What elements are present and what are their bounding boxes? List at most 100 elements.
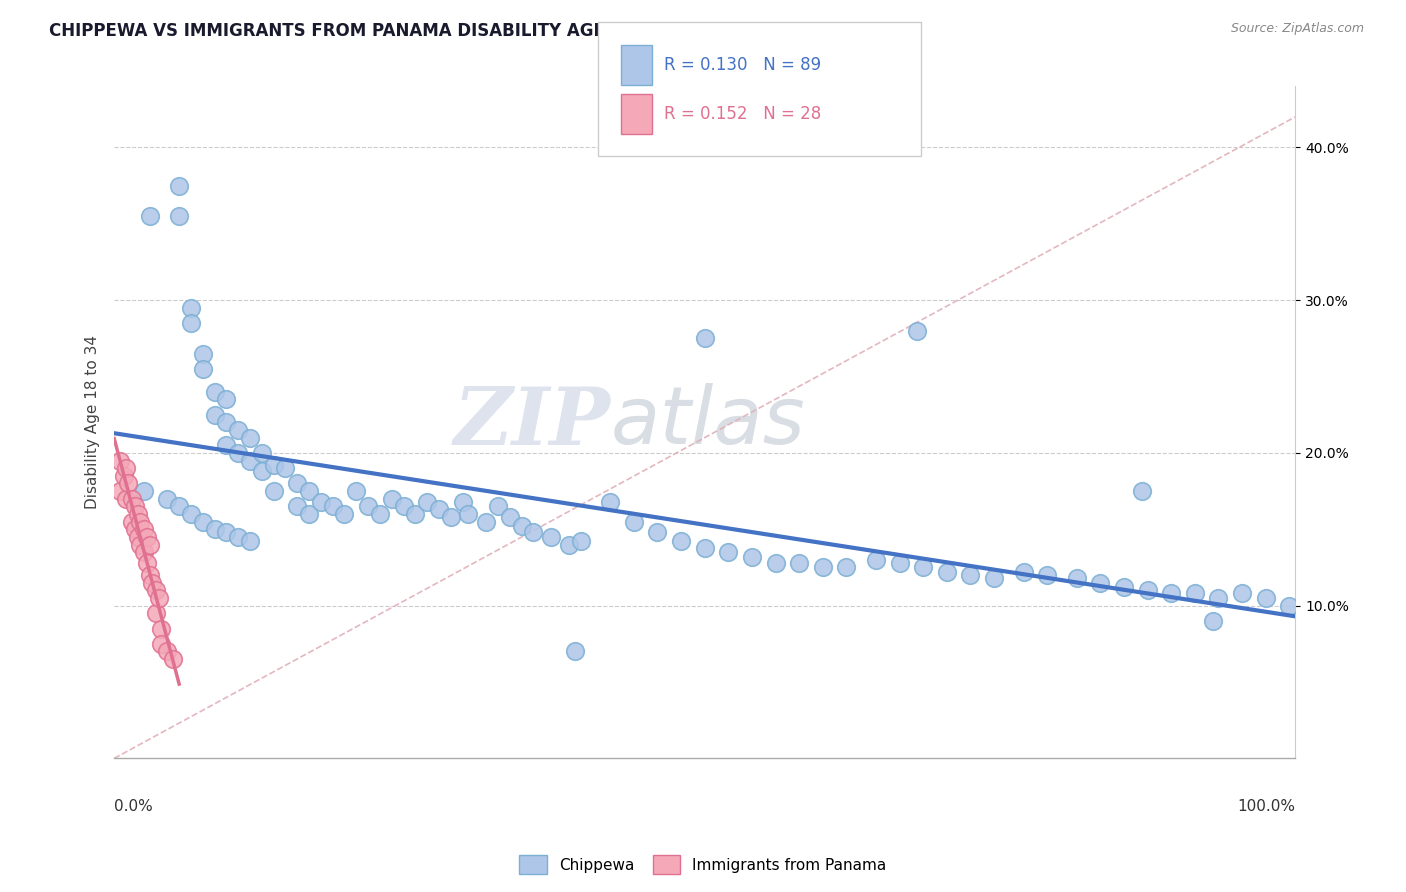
Point bbox=[250, 446, 273, 460]
Point bbox=[1130, 484, 1153, 499]
Text: atlas: atlas bbox=[610, 384, 806, 461]
Point bbox=[693, 541, 716, 555]
Point bbox=[115, 461, 138, 475]
Point bbox=[180, 507, 202, 521]
Point bbox=[1278, 599, 1301, 613]
Point bbox=[540, 530, 562, 544]
Point bbox=[162, 652, 184, 666]
Point bbox=[136, 530, 159, 544]
Point bbox=[145, 607, 167, 621]
Point bbox=[121, 491, 143, 506]
Point bbox=[156, 644, 179, 658]
Point bbox=[717, 545, 740, 559]
Point bbox=[117, 476, 139, 491]
Point bbox=[239, 431, 262, 445]
Point bbox=[935, 565, 957, 579]
Point bbox=[333, 507, 356, 521]
Point bbox=[357, 500, 380, 514]
Point bbox=[250, 464, 273, 478]
Point bbox=[204, 408, 226, 422]
Point bbox=[285, 500, 308, 514]
Point bbox=[811, 560, 834, 574]
Point bbox=[416, 495, 439, 509]
Point bbox=[191, 515, 214, 529]
Point bbox=[215, 438, 238, 452]
Point bbox=[108, 484, 131, 499]
Text: ZIP: ZIP bbox=[453, 384, 610, 461]
Point bbox=[141, 575, 163, 590]
Point bbox=[693, 331, 716, 345]
Point bbox=[564, 644, 586, 658]
Text: R = 0.152   N = 28: R = 0.152 N = 28 bbox=[664, 105, 821, 123]
Point bbox=[309, 495, 332, 509]
Point bbox=[138, 568, 160, 582]
Point bbox=[285, 476, 308, 491]
Point bbox=[787, 556, 810, 570]
Point bbox=[865, 553, 887, 567]
Point bbox=[274, 461, 297, 475]
Point bbox=[112, 468, 135, 483]
Point bbox=[381, 491, 404, 506]
Point bbox=[1036, 568, 1059, 582]
Point bbox=[191, 346, 214, 360]
Point bbox=[124, 500, 146, 514]
Point bbox=[647, 525, 669, 540]
Point bbox=[1012, 565, 1035, 579]
Point bbox=[440, 510, 463, 524]
Point bbox=[127, 507, 149, 521]
Point bbox=[180, 316, 202, 330]
Point bbox=[959, 568, 981, 582]
Point bbox=[522, 525, 544, 540]
Point bbox=[226, 446, 249, 460]
Text: CHIPPEWA VS IMMIGRANTS FROM PANAMA DISABILITY AGE 18 TO 34 CORRELATION CHART: CHIPPEWA VS IMMIGRANTS FROM PANAMA DISAB… bbox=[49, 22, 900, 40]
Point bbox=[1230, 586, 1253, 600]
Point bbox=[669, 534, 692, 549]
Point bbox=[215, 415, 238, 429]
Point bbox=[1066, 571, 1088, 585]
Point bbox=[741, 549, 763, 564]
Point bbox=[138, 209, 160, 223]
Point bbox=[129, 515, 152, 529]
Point bbox=[138, 537, 160, 551]
Point bbox=[499, 510, 522, 524]
Point bbox=[167, 178, 190, 193]
Text: 100.0%: 100.0% bbox=[1237, 798, 1295, 814]
Point bbox=[226, 530, 249, 544]
Point bbox=[215, 525, 238, 540]
Point bbox=[765, 556, 787, 570]
Point bbox=[486, 500, 509, 514]
Point bbox=[156, 491, 179, 506]
Point bbox=[239, 534, 262, 549]
Point bbox=[204, 522, 226, 536]
Point bbox=[167, 500, 190, 514]
Text: 0.0%: 0.0% bbox=[114, 798, 153, 814]
Point bbox=[569, 534, 592, 549]
Point bbox=[1112, 580, 1135, 594]
Point bbox=[132, 484, 155, 499]
Point bbox=[263, 458, 285, 472]
Point bbox=[1136, 583, 1159, 598]
Point bbox=[191, 362, 214, 376]
Point bbox=[226, 423, 249, 437]
Point bbox=[108, 453, 131, 467]
Point bbox=[404, 507, 426, 521]
Point bbox=[623, 515, 645, 529]
Point bbox=[1184, 586, 1206, 600]
Point bbox=[912, 560, 935, 574]
Point bbox=[180, 301, 202, 315]
Text: R = 0.130   N = 89: R = 0.130 N = 89 bbox=[664, 56, 821, 74]
Point bbox=[427, 502, 450, 516]
Point bbox=[1208, 591, 1230, 605]
Point bbox=[905, 324, 928, 338]
Point bbox=[983, 571, 1005, 585]
Point bbox=[239, 453, 262, 467]
Point bbox=[129, 537, 152, 551]
Point bbox=[136, 556, 159, 570]
Point bbox=[368, 507, 391, 521]
Point bbox=[322, 500, 344, 514]
Legend: Chippewa, Immigrants from Panama: Chippewa, Immigrants from Panama bbox=[513, 849, 893, 880]
Point bbox=[215, 392, 238, 407]
Point bbox=[835, 560, 858, 574]
Point bbox=[121, 515, 143, 529]
Point bbox=[1254, 591, 1277, 605]
